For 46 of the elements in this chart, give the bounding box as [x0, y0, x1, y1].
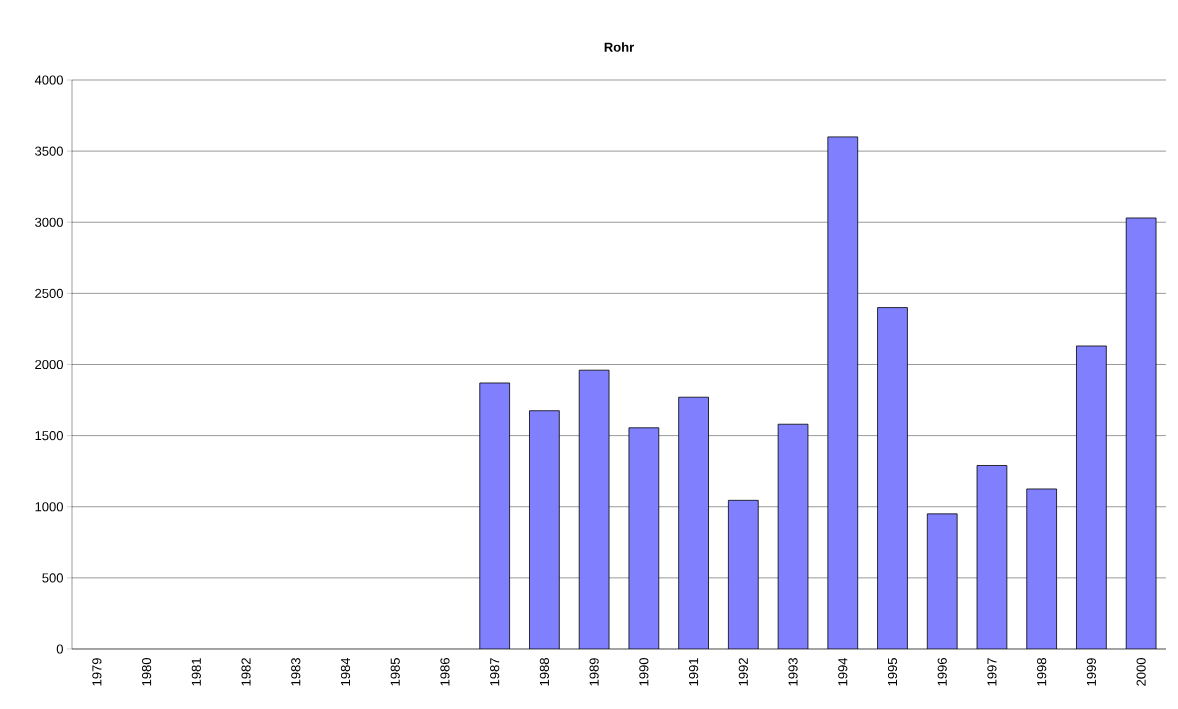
bar [628, 427, 660, 649]
y-tick-label: 3000 [35, 217, 63, 227]
x-tick-label: 1994 [838, 657, 848, 686]
y-tick-label: 2000 [35, 359, 63, 370]
x-tick-label: 1998 [1037, 658, 1047, 686]
bar [976, 465, 1008, 649]
x-tick-label: 2000 [1136, 658, 1146, 686]
y-tick-label: 500 [42, 573, 63, 583]
x-tick-label: 1990 [639, 658, 649, 686]
bar [728, 499, 759, 649]
bar [1125, 217, 1157, 649]
bar [678, 396, 709, 649]
y-tick-label: 2500 [35, 288, 63, 298]
x-tick-label: 1979 [92, 658, 102, 686]
bar [877, 307, 908, 649]
x-tick-label: 1986 [440, 658, 450, 686]
bar [777, 423, 809, 649]
bar [479, 382, 510, 649]
x-tick-label: 1987 [490, 658, 500, 686]
bar [1026, 488, 1057, 649]
bar [578, 369, 610, 649]
y-tick-label: 4000 [34, 75, 63, 85]
x-tick-label: 1996 [937, 658, 947, 686]
x-tick-label: 1989 [589, 658, 599, 686]
x-tick-label: 1992 [738, 658, 748, 686]
bar [827, 136, 859, 649]
chart-title: Rohr [604, 42, 634, 52]
x-tick-label: 1999 [1086, 658, 1096, 686]
bar [926, 513, 958, 649]
x-tick-label: 1997 [987, 658, 997, 686]
x-tick-label: 1982 [241, 658, 251, 686]
x-tick-label: 1988 [539, 658, 550, 686]
y-tick-label: 1000 [35, 502, 63, 512]
bar [529, 410, 560, 649]
x-tick-label: 1983 [291, 658, 301, 686]
x-tick-label: 1995 [887, 658, 898, 686]
y-tick-label: 1500 [35, 431, 63, 441]
x-tick-label: 1985 [390, 658, 400, 686]
x-tick-label: 1980 [141, 658, 152, 686]
x-tick-label: 1993 [788, 658, 798, 686]
x-tick-label: 1991 [688, 658, 699, 686]
y-tick-label: 3500 [35, 146, 63, 156]
bar [1076, 345, 1107, 649]
x-tick-label: 1984 [340, 657, 351, 686]
x-tick-label: 1981 [191, 658, 201, 686]
y-tick-label: 0 [56, 644, 63, 654]
